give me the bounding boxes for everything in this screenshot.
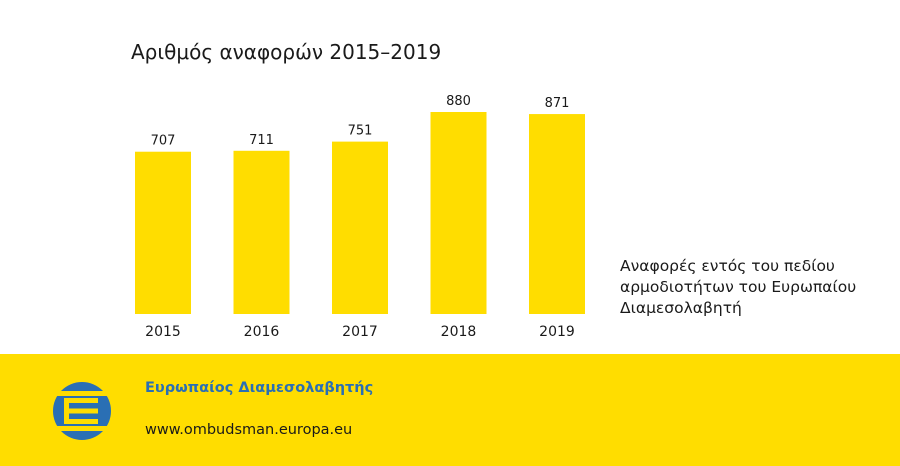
chart-title: Αριθμός αναφορών 2015–2019 [131,40,442,64]
bar-2015 [135,151,191,314]
x-tick-label-2017: 2017 [342,324,378,340]
bar-2019 [529,114,585,314]
bar-2018 [430,112,487,314]
x-tick-label-2018: 2018 [441,324,477,340]
bar-chart: 707 2015 711 2016 751 2017 880 2018 871 2019 [135,94,585,340]
x-tick-label-2019: 2019 [539,324,575,340]
data-label-2019: 871 [545,96,570,111]
website-url[interactable]: www.ombudsman.europa.eu [145,422,353,438]
x-tick-label-2015: 2015 [145,324,181,340]
bar-2017 [332,141,388,314]
data-label-2015: 707 [151,134,176,149]
bar-2016 [233,150,290,314]
x-tick-label-2016: 2016 [244,324,280,340]
data-label-2016: 711 [249,133,274,148]
data-label-2017: 751 [348,124,373,139]
organization-name: Ευρωπαίος Διαμεσολαβητής [145,380,374,396]
european-ombudsman-logo-icon [52,382,112,440]
legend-label: Αναφορές εντός του πεδίου αρμοδιοτήτων τ… [620,257,857,317]
data-label-2018: 880 [446,94,471,109]
footer-banner: Ευρωπαίος Διαμεσολαβητής www.ombudsman.e… [0,354,900,466]
